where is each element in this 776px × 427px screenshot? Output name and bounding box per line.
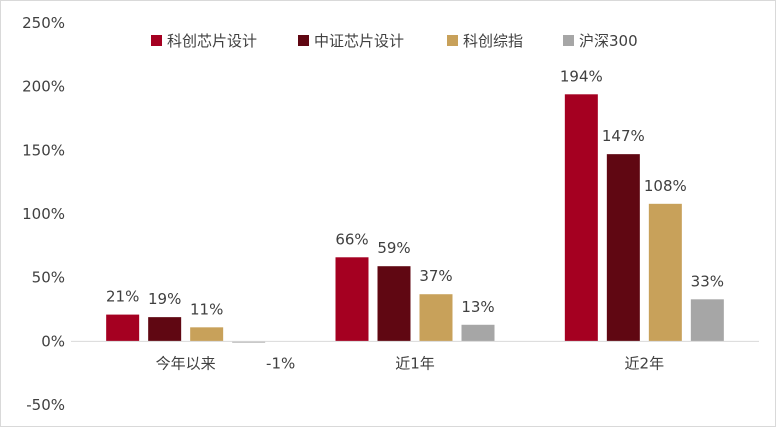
data-label: 37%: [419, 267, 452, 285]
legend-label: 科创综指: [463, 32, 523, 50]
bar-3-2: [419, 294, 453, 342]
data-label: -1%: [266, 354, 295, 372]
legend-item: 科创芯片设计: [151, 32, 257, 50]
data-label: 147%: [602, 127, 645, 145]
data-label: 66%: [335, 230, 368, 248]
legend-label: 沪深300: [579, 32, 638, 50]
bar-4-2: [461, 324, 495, 342]
y-tick-label: 50%: [32, 269, 65, 287]
bar-3-3: [648, 203, 682, 342]
y-tick-label: 250%: [22, 14, 65, 32]
data-labels: 21% 19% 11% -1% 66% 59% 37% 13% 194% 147% 108% 33%: [106, 67, 724, 372]
bar-1-2: [335, 257, 369, 342]
legend-swatch: [298, 35, 309, 46]
legend-item: 沪深300: [563, 32, 638, 50]
legend-swatch: [563, 35, 574, 46]
legend: 科创芯片设计 中证芯片设计 科创综指 沪深300: [151, 32, 638, 50]
bar-2-2: [377, 266, 411, 342]
legend-label: 科创芯片设计: [167, 32, 257, 50]
x-tick-label: 近2年: [625, 354, 665, 372]
legend-item: 中证芯片设计: [298, 32, 404, 50]
y-axis: 250% 200% 150% 100% 50% 0% -50%: [22, 14, 65, 414]
data-label: 59%: [377, 239, 410, 257]
legend-label: 中证芯片设计: [314, 32, 404, 50]
data-label: 33%: [691, 272, 724, 290]
bar-4-3: [690, 299, 724, 342]
data-label: 19%: [148, 290, 181, 308]
data-label: 194%: [560, 67, 603, 85]
data-label: 11%: [190, 300, 223, 318]
legend-swatch: [151, 35, 162, 46]
legend-item: 科创综指: [447, 32, 523, 50]
y-tick-label: 150%: [22, 141, 65, 159]
bar-2-3: [606, 154, 640, 342]
y-tick-label: 200%: [22, 78, 65, 96]
data-label: 21%: [106, 288, 139, 306]
x-tick-label: 今年以来: [156, 354, 216, 372]
y-tick-label: -50%: [26, 396, 65, 414]
y-tick-label: 0%: [41, 332, 65, 350]
bar-2-1: [148, 317, 182, 342]
x-axis: 今年以来 近1年 近2年: [71, 340, 759, 372]
bar-3-1: [190, 327, 224, 342]
y-tick-label: 100%: [22, 205, 65, 223]
bars: [106, 94, 724, 343]
data-label: 108%: [644, 177, 687, 195]
legend-swatch: [447, 35, 458, 46]
data-label: 13%: [461, 298, 494, 316]
bar-4-1: [232, 341, 266, 343]
bar-1-1: [106, 314, 140, 342]
bar-1-3: [564, 94, 598, 342]
x-tick-label: 近1年: [395, 354, 435, 372]
